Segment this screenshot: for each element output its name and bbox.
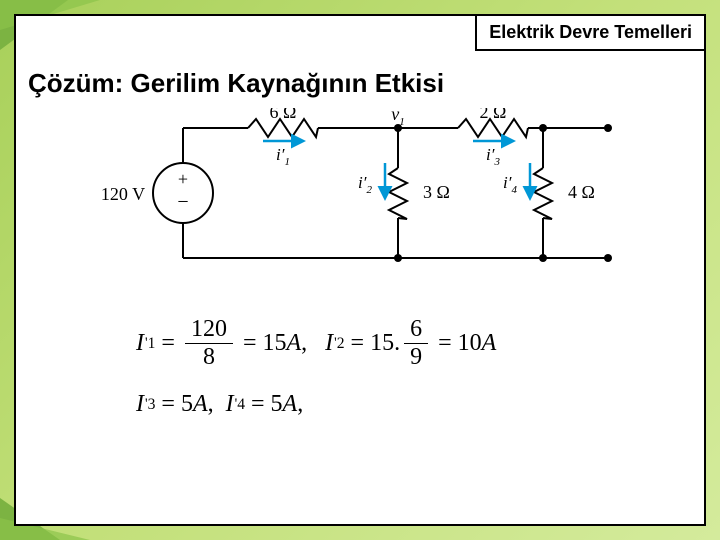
svg-text:+: + — [178, 169, 188, 189]
svg-text:2 Ω: 2 Ω — [480, 108, 507, 122]
slide-frame: Elektrik Devre Temelleri Çözüm: Gerilim … — [14, 14, 706, 526]
svg-text:i′1: i′1 — [276, 145, 290, 168]
equation-i3-i4: I'3 = 5 A, I'4 = 5 A, — [136, 391, 496, 418]
circuit-diagram: + − 120 V 6 Ω 2 Ω 3 Ω 4 Ω v1 — [88, 108, 648, 278]
svg-text:i′2: i′2 — [358, 173, 372, 196]
equation-i1-i2: I'1 = 1208 = 15 A, I'2 = 15. 69 = 10 A — [136, 316, 496, 371]
equations-block: I'1 = 1208 = 15 A, I'2 = 15. 69 = 10 A I… — [136, 316, 496, 438]
svg-text:6 Ω: 6 Ω — [270, 108, 297, 122]
svg-text:−: − — [177, 191, 188, 213]
source-label: 120 V — [101, 184, 145, 204]
svg-text:3 Ω: 3 Ω — [423, 182, 450, 202]
course-header: Elektrik Devre Temelleri — [475, 14, 706, 51]
slide-title: Çözüm: Gerilim Kaynağının Etkisi — [28, 68, 444, 99]
svg-text:4 Ω: 4 Ω — [568, 182, 595, 202]
svg-text:i′3: i′3 — [486, 145, 500, 168]
svg-text:i′4: i′4 — [503, 173, 517, 196]
